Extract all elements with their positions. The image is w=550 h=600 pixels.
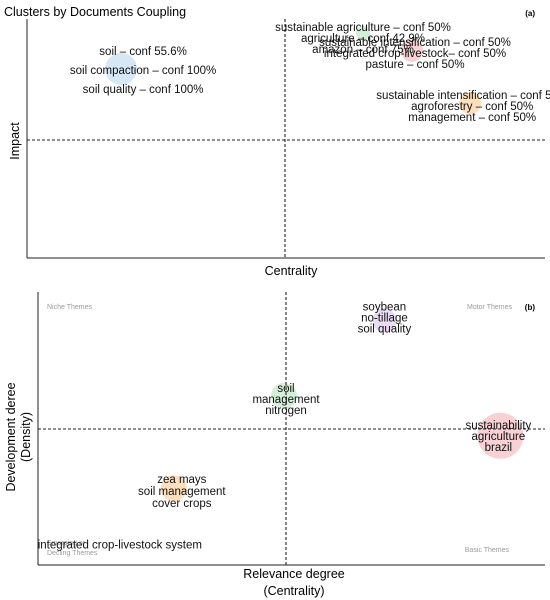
quadrant-emerging-themes-line2: Decling Themes — [47, 550, 98, 557]
panel-b-y-axis-label-line2: (Density) — [19, 412, 33, 462]
cluster-label: pasture – conf 50% — [365, 59, 464, 71]
cluster-label: zea mays — [157, 474, 206, 486]
cluster-bubble-red — [401, 39, 423, 62]
cluster-label: soil — [277, 383, 294, 395]
cluster-label: agriculture – conf 42.9% — [301, 33, 425, 45]
cluster-label: soil – conf 55.6% — [99, 46, 187, 58]
cluster-label: agroforestry – conf 50% — [411, 101, 533, 113]
cluster-bubble-orange — [459, 92, 482, 115]
panel-b-x-axis-label-line1: Relevance degree — [243, 567, 345, 581]
panel-b-bubbles — [160, 308, 524, 502]
cluster-label: soil management — [138, 486, 226, 498]
panel-a-x-axis-label: Centrality — [265, 264, 319, 278]
cluster-label: integrated crop-livestock– conf 50% — [324, 48, 506, 60]
cluster-label: integrated crop-livestock system — [38, 540, 202, 552]
panel-a-y-axis-label: Impact — [8, 122, 22, 160]
cluster-bubble-red — [477, 412, 524, 459]
quadrant-basic-themes: Basic Themes — [465, 547, 510, 554]
cluster-label: brazil — [485, 442, 512, 454]
panel-b-tag: (b) — [525, 303, 536, 312]
cluster-label: cover crops — [152, 498, 212, 510]
cluster-label: soil compaction – conf 100% — [70, 65, 216, 77]
cluster-label: management — [252, 394, 320, 406]
cluster-bubble-blue — [105, 52, 138, 85]
cluster-label: sustainable intensification – conf 50% — [319, 37, 511, 49]
cluster-bubble-orange — [160, 475, 187, 502]
panel-a-labels: soil – conf 55.6% soil compaction – conf … — [70, 22, 550, 124]
cluster-label: sustainable intensification – conf 50% — [376, 90, 550, 102]
cluster-label: no-tillage — [361, 312, 408, 324]
cluster-label: agriculture — [472, 431, 526, 443]
quadrant-emerging-themes-line1: Emerging or — [47, 540, 86, 547]
cluster-label: sustainable agriculture – conf 50% — [275, 22, 451, 34]
cluster-bubble-green — [271, 382, 297, 409]
panel-a-bubbles — [105, 26, 482, 115]
cluster-label: sustainability — [465, 420, 531, 432]
cluster-label: nitrogen — [265, 405, 307, 417]
panel-a-tag: (a) — [525, 9, 535, 18]
panel-a: Clusters by Documents Coupling (a) soil … — [4, 5, 550, 278]
cluster-label: soil quality — [358, 323, 412, 335]
cluster-bubble-purple — [372, 308, 397, 333]
panel-b-x-axis-label-line2: (Centrality) — [263, 584, 324, 598]
panel-a-title: Clusters by Documents Coupling — [4, 5, 186, 19]
cluster-label: amazon – conf 75% — [312, 44, 414, 56]
cluster-label: management – conf 50% — [408, 112, 536, 124]
cluster-bubble-green — [356, 26, 370, 41]
quadrant-niche-themes: Niche Themes — [47, 304, 93, 311]
panel-b-y-axis-label-line1: Development deree — [4, 382, 18, 491]
cluster-label: soil quality – conf 100% — [83, 84, 204, 96]
cluster-label: soybean — [363, 301, 406, 313]
quadrant-motor-themes: Motor Themes — [467, 304, 512, 311]
panel-b: (b) Niche Themes Motor Themes Emerging o… — [4, 292, 545, 598]
